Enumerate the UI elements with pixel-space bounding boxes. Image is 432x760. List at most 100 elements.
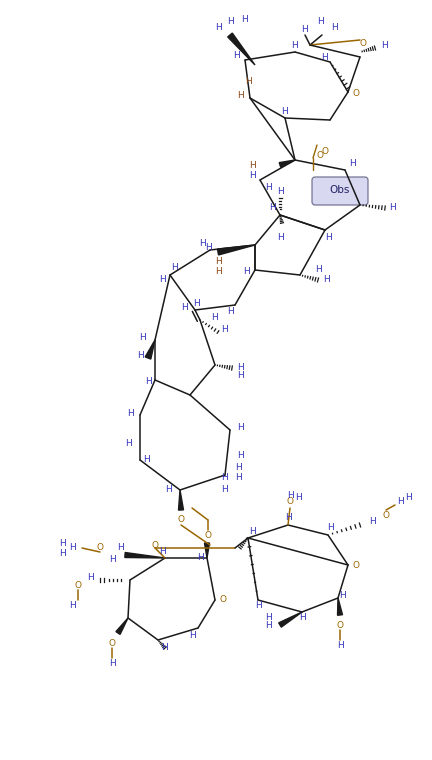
Text: H: H [235, 473, 241, 483]
Text: H: H [145, 378, 151, 387]
Text: H: H [245, 78, 251, 87]
Text: H: H [295, 493, 302, 502]
Polygon shape [217, 245, 255, 255]
Text: O: O [382, 511, 390, 520]
Polygon shape [337, 598, 343, 616]
Text: H: H [317, 17, 324, 27]
Polygon shape [204, 543, 210, 558]
Text: O: O [286, 498, 293, 506]
Text: H: H [222, 486, 229, 495]
Polygon shape [116, 618, 128, 635]
Text: H: H [222, 325, 229, 334]
Text: H: H [197, 553, 203, 562]
Text: H: H [327, 524, 334, 533]
Text: H: H [117, 543, 124, 553]
Text: H: H [389, 202, 395, 211]
Text: Obs: Obs [330, 185, 350, 195]
Text: O: O [353, 90, 359, 99]
Text: O: O [74, 581, 82, 590]
Text: H: H [265, 613, 271, 622]
Text: H: H [190, 631, 197, 639]
Text: H: H [124, 439, 131, 448]
Text: H: H [381, 40, 388, 49]
Text: H: H [108, 658, 115, 667]
Text: H: H [349, 159, 356, 167]
Text: H: H [161, 642, 167, 651]
Text: H: H [282, 107, 289, 116]
Text: H: H [237, 90, 243, 100]
Text: H: H [276, 233, 283, 242]
Text: H: H [193, 299, 200, 308]
Text: H: H [70, 543, 76, 553]
Text: H: H [127, 409, 133, 417]
Polygon shape [279, 160, 295, 167]
Text: O: O [152, 540, 159, 549]
Text: H: H [59, 539, 65, 547]
FancyBboxPatch shape [312, 177, 368, 205]
Text: H: H [108, 556, 115, 565]
Text: H: H [322, 52, 328, 62]
Text: H: H [237, 371, 243, 379]
Text: H: H [205, 243, 211, 252]
Text: H: H [59, 549, 65, 558]
Text: H: H [269, 204, 275, 213]
Text: H: H [227, 17, 233, 27]
Text: O: O [353, 561, 359, 569]
Text: H: H [405, 493, 411, 502]
Polygon shape [178, 490, 184, 510]
Text: H: H [181, 303, 188, 312]
Text: H: H [235, 464, 241, 473]
Text: H: H [249, 527, 255, 537]
Text: O: O [359, 40, 366, 49]
Text: O: O [96, 543, 104, 553]
Text: O: O [178, 515, 184, 524]
Text: H: H [250, 170, 256, 179]
Text: H: H [69, 600, 75, 610]
Text: H: H [172, 264, 178, 273]
Text: H: H [237, 451, 243, 460]
Text: H: H [87, 572, 93, 581]
Text: H: H [250, 160, 256, 169]
Polygon shape [279, 612, 302, 627]
Text: H: H [227, 308, 233, 316]
Text: H: H [339, 591, 345, 600]
Text: O: O [219, 596, 226, 604]
Text: H: H [241, 15, 248, 24]
Text: H: H [222, 473, 229, 483]
Text: H: H [265, 620, 271, 629]
Text: O: O [108, 638, 115, 648]
Text: H: H [212, 313, 218, 322]
Text: H: H [215, 24, 221, 33]
Polygon shape [145, 340, 155, 359]
Text: H: H [234, 50, 240, 59]
Text: H: H [265, 182, 271, 192]
Text: O: O [321, 147, 328, 157]
Text: H: H [299, 613, 305, 622]
Text: H: H [199, 239, 205, 249]
Text: H: H [143, 455, 150, 464]
Text: H: H [337, 641, 343, 650]
Text: H: H [285, 514, 291, 523]
Text: O: O [204, 530, 212, 540]
Text: H: H [286, 490, 293, 499]
Text: H: H [165, 486, 172, 495]
Text: H: H [323, 276, 329, 284]
Text: H: H [324, 233, 331, 242]
Text: H: H [314, 265, 321, 274]
Polygon shape [125, 553, 165, 558]
Text: H: H [215, 258, 221, 267]
Text: H: H [237, 363, 243, 372]
Text: H: H [302, 26, 308, 34]
Text: H: H [215, 268, 221, 277]
Text: H: H [254, 601, 261, 610]
Text: H: H [159, 276, 165, 284]
Text: H: H [139, 333, 146, 341]
Text: H: H [237, 423, 243, 432]
Text: H: H [397, 498, 403, 506]
Text: O: O [337, 620, 343, 629]
Text: O: O [317, 150, 324, 160]
Text: H: H [159, 547, 165, 556]
Text: H: H [368, 518, 375, 527]
Text: H: H [332, 24, 338, 33]
Text: H: H [292, 40, 299, 49]
